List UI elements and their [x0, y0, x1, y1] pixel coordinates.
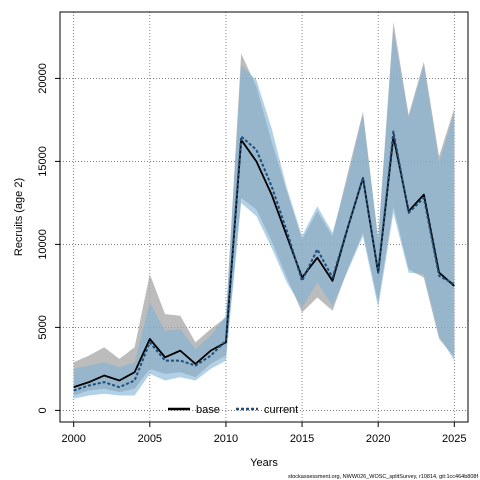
line-current — [73, 130, 455, 392]
y-tick-label-15000: 15000 — [37, 146, 49, 177]
y-tick-label-5000: 5000 — [37, 315, 49, 339]
y-axis-title: Recruits (age 2) — [13, 178, 25, 256]
y-axis: 0 5000 10000 15000 20000 — [37, 63, 60, 413]
legend: base current — [168, 404, 298, 416]
legend-base-label: base — [196, 404, 220, 416]
band-current — [73, 30, 455, 399]
series-lines — [73, 130, 455, 392]
line-base — [73, 135, 455, 388]
source-footnote: stockassessment.org, NWW026_WOSC_splitSu… — [288, 474, 479, 480]
y-tick-label-0: 0 — [37, 407, 49, 413]
x-tick-label-2025: 2025 — [442, 433, 466, 445]
plot-frame — [59, 11, 469, 423]
y-tick-label-20000: 20000 — [37, 63, 49, 94]
x-axis: 2000 2005 2010 2015 2020 2025 — [61, 422, 467, 445]
y-tick-label-10000: 10000 — [37, 229, 49, 260]
legend-current-label: current — [264, 404, 298, 416]
confidence-bands — [73, 21, 455, 399]
x-tick-label-2005: 2005 — [138, 433, 162, 445]
x-tick-label-2000: 2000 — [61, 433, 85, 445]
x-axis-title: Years — [250, 457, 278, 469]
x-tick-label-2020: 2020 — [366, 433, 390, 445]
x-tick-label-2010: 2010 — [214, 433, 238, 445]
x-tick-label-2015: 2015 — [290, 433, 314, 445]
